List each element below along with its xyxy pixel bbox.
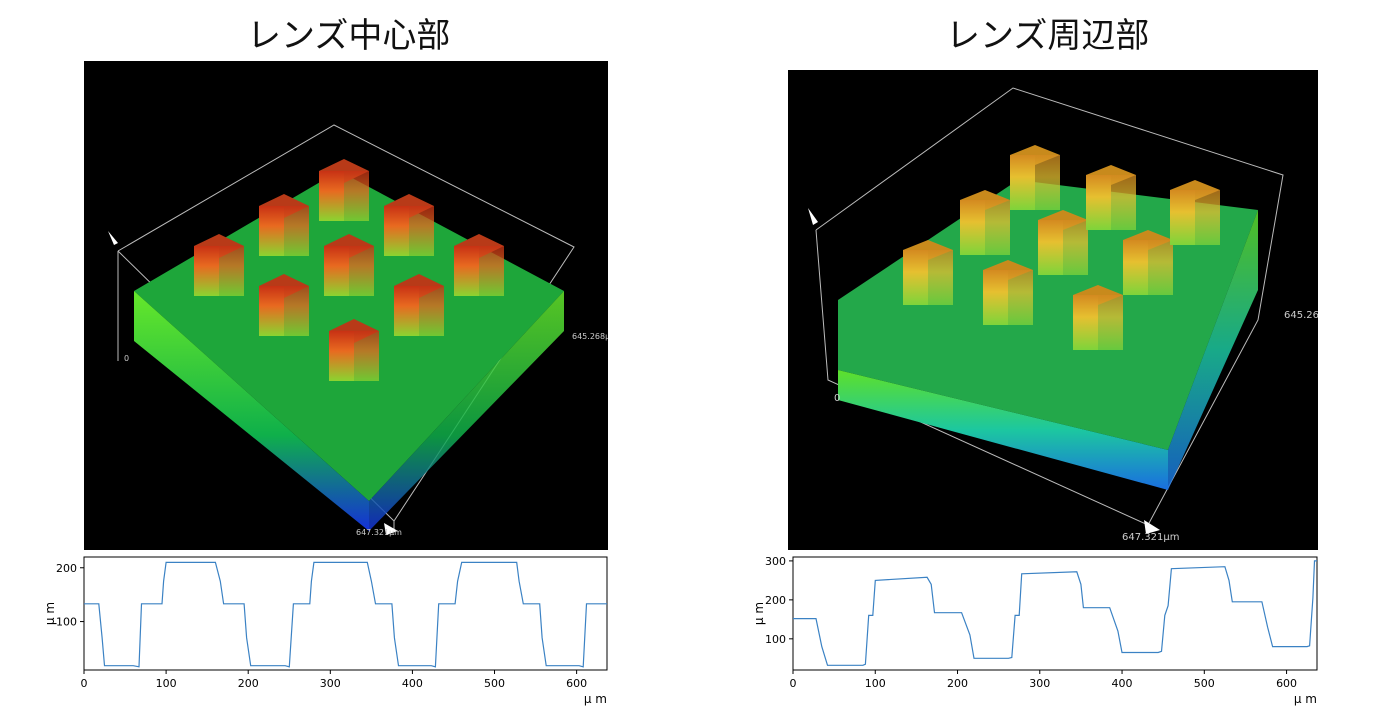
profile-plot-periphery: 0 100 200 300 400 500 600 100 200 300 μ m μ m <box>752 555 1318 706</box>
x-tick-label: 600 <box>566 677 587 690</box>
x-tick-label: 200 <box>947 677 968 690</box>
x-extent-label: 647.321μm <box>356 528 402 537</box>
x-tick-label: 100 <box>156 677 177 690</box>
y-extent-label: 645.26 <box>1284 310 1318 321</box>
axis-arrow-x-icon <box>384 523 398 535</box>
x-tick-label: 500 <box>484 677 505 690</box>
origin-label: 0 <box>124 354 129 363</box>
x-tick-label: 600 <box>1276 677 1297 690</box>
y-extent-label: 645.268μm <box>572 332 608 341</box>
x-tick-label: 200 <box>238 677 259 690</box>
x-tick-label: 400 <box>402 677 423 690</box>
profile-plot-center: 0 100 200 300 400 500 600 100 200 μ m μ m <box>43 556 608 706</box>
y-tick-label: 300 <box>765 555 786 568</box>
axis-arrow-x-icon <box>1144 520 1160 534</box>
x-tick-label: 400 <box>1112 677 1133 690</box>
axis-arrow-z-icon <box>808 208 818 225</box>
x-axis-label: μ m <box>584 692 607 706</box>
y-tick-label: 200 <box>765 594 786 607</box>
x-tick-label: 0 <box>81 677 88 690</box>
profile-line <box>84 561 607 668</box>
y-axis-label: μ m <box>43 602 57 625</box>
panel-title-periphery: レンズ周辺部 <box>946 16 1150 56</box>
x-tick-label: 0 <box>790 677 797 690</box>
x-tick-label: 500 <box>1194 677 1215 690</box>
x-tick-label: 300 <box>320 677 341 690</box>
height-map-3d-center: 0 645.268μm 647.321μm <box>84 61 608 550</box>
x-extent-label: 647.321μm <box>1122 532 1179 543</box>
x-axis-label: μ m <box>1294 692 1317 706</box>
plot-frame <box>83 556 608 671</box>
y-tick-label: 200 <box>56 562 77 575</box>
x-tick-label: 300 <box>1029 677 1050 690</box>
height-map-3d-periphery: 0 645.26 647.321μm <box>788 70 1318 550</box>
axis-arrow-z-icon <box>108 231 118 245</box>
y-tick-label: 100 <box>56 616 77 629</box>
profile-line <box>793 560 1317 666</box>
plot-frame <box>792 556 1318 671</box>
panel-title-center: レンズ中心部 <box>247 16 451 56</box>
origin-label: 0 <box>834 393 840 404</box>
y-axis-label: μ m <box>752 602 766 625</box>
y-tick-label: 100 <box>765 633 786 646</box>
x-tick-label: 100 <box>865 677 886 690</box>
